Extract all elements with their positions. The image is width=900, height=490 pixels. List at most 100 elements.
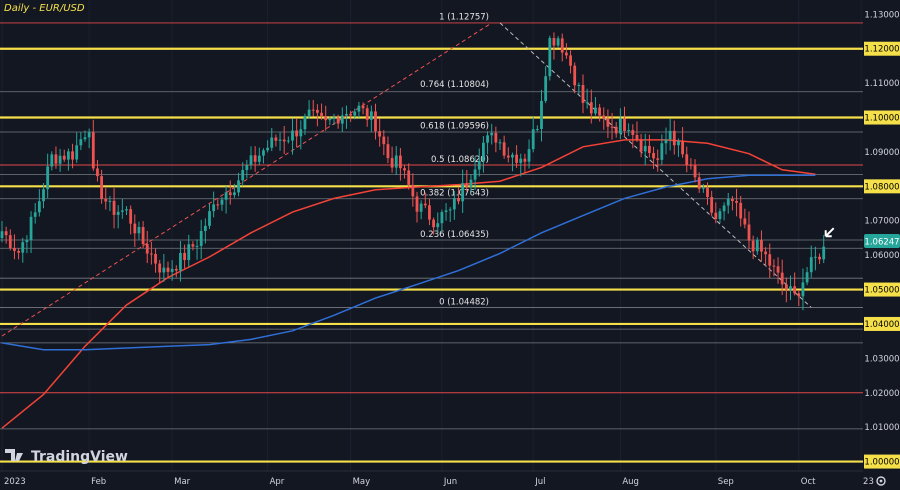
candle-body — [784, 284, 788, 290]
fib-level-label: 0.236 (1.06435) — [420, 230, 489, 240]
candle-body — [627, 130, 631, 132]
trendline-rising — [1, 22, 492, 337]
candle-body — [116, 211, 120, 215]
candle-body — [369, 111, 373, 120]
price-axis-label: 1.13000 — [864, 10, 899, 20]
candle-body — [818, 256, 821, 260]
candle-body — [540, 100, 543, 129]
candle-body — [96, 168, 99, 177]
candle-body — [67, 151, 70, 160]
price-axis-label: 1.04000 — [864, 320, 899, 330]
candle-body — [224, 192, 228, 200]
candle-body — [560, 38, 564, 53]
candle-body — [407, 170, 411, 185]
candle-body — [245, 164, 249, 171]
chart-title: Daily - EUR/USD — [4, 3, 85, 14]
time-axis-label: Jun — [443, 477, 457, 487]
price-axis-label: 1.00000 — [864, 458, 899, 468]
moving-average-blue — [1, 174, 816, 351]
candle-body — [79, 139, 83, 146]
candle-body — [486, 135, 489, 143]
candle-body — [506, 155, 510, 158]
gear-icon[interactable] — [876, 476, 886, 486]
candle-body — [428, 205, 431, 220]
candle-body — [71, 151, 74, 160]
candle-body — [75, 145, 79, 160]
candle-body — [145, 244, 149, 254]
candle-body — [199, 231, 203, 246]
candle-body — [531, 129, 535, 150]
candle-body — [25, 240, 29, 243]
candle-body — [179, 252, 182, 271]
candle-body — [4, 231, 8, 236]
time-axis[interactable] — [0, 471, 900, 490]
candlestick-series — [0, 32, 826, 311]
candle-body — [677, 141, 680, 146]
candle-body — [793, 286, 797, 294]
trendline-falling — [499, 22, 812, 308]
candle-body — [639, 139, 643, 152]
candle-body — [336, 117, 340, 124]
candle-body — [349, 113, 352, 116]
candle-body — [320, 112, 323, 117]
candle-body — [187, 244, 191, 261]
price-axis-label: 1.06000 — [864, 251, 899, 261]
candle-body — [681, 141, 684, 155]
candle-body — [648, 145, 651, 153]
candle-body — [112, 200, 116, 215]
candle-body — [29, 216, 33, 241]
candle-body — [465, 183, 469, 187]
candle-body — [399, 155, 402, 169]
candle-body — [295, 130, 299, 137]
candle-body — [631, 130, 635, 135]
candle-body — [278, 139, 282, 141]
candle-body — [13, 247, 16, 251]
candle-body — [361, 105, 365, 109]
candle-body — [809, 257, 813, 273]
candle-body — [158, 263, 162, 273]
candle-body — [519, 158, 523, 163]
candle-body — [274, 137, 278, 141]
candle-body — [332, 117, 336, 119]
candle-body — [282, 139, 286, 142]
candle-body — [589, 102, 593, 114]
price-axis-label: 1.03000 — [864, 354, 899, 364]
candle-body — [739, 202, 743, 219]
candle-body — [527, 149, 531, 162]
candle-body — [141, 227, 145, 245]
candle-body — [340, 115, 344, 124]
candle-body — [262, 150, 265, 156]
candle-body — [17, 250, 20, 253]
candle-body — [21, 242, 25, 253]
price-axis-label: 1.10000 — [864, 114, 899, 124]
candle-body — [577, 85, 581, 87]
candle-body — [253, 155, 257, 162]
time-axis-labels: 2023 Feb Mar Apr May Jun Jul Aug Sep Oct 23 — [4, 477, 874, 487]
candle-body — [789, 286, 792, 290]
candle-body — [378, 131, 382, 137]
candle-body — [386, 144, 390, 159]
candle-body — [544, 76, 548, 101]
time-axis-label: Jul — [534, 477, 545, 487]
price-axis-label: 1.09000 — [864, 148, 899, 158]
time-axis-label: Mar — [174, 477, 191, 487]
candle-body — [137, 227, 141, 234]
tradingview-logo: TradingView — [5, 449, 128, 465]
candle-body — [129, 209, 133, 224]
candle-body — [618, 118, 622, 134]
candle-body — [710, 196, 714, 213]
price-axis-highlight — [864, 454, 900, 469]
candle-body — [610, 126, 614, 128]
moving-averages — [1, 139, 816, 429]
candle-body — [183, 252, 186, 261]
candle-body — [635, 134, 639, 140]
candle-body — [801, 282, 805, 297]
price-axis-label: 1.01000 — [864, 423, 899, 433]
candle-body — [656, 158, 660, 160]
candle-body — [382, 136, 386, 145]
candle-body — [174, 268, 178, 271]
candle-body — [150, 253, 153, 255]
candle-body — [660, 143, 664, 160]
fib-level-label: 0.764 (1.10804) — [420, 80, 489, 90]
